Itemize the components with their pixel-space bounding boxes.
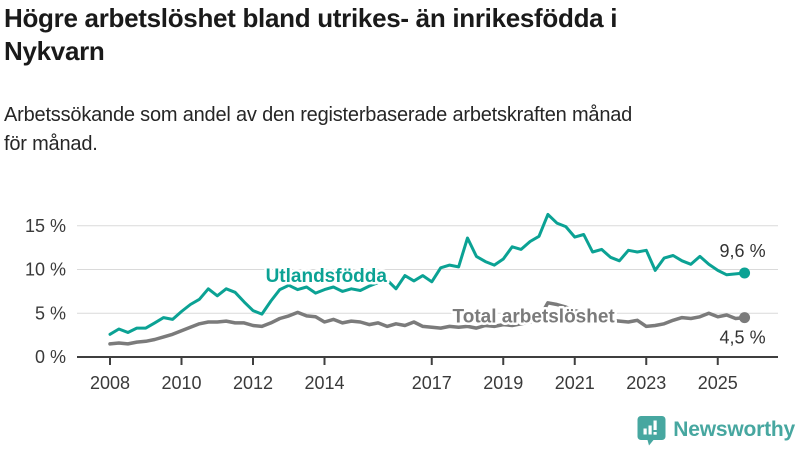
y-axis-tick-label: 0 %	[35, 347, 66, 367]
chart-subtitle-line-2: för månad.	[4, 133, 98, 155]
series-label-total: Total arbetslöshet	[453, 306, 616, 327]
x-axis-tick-label: 2012	[233, 373, 273, 393]
newsworthy-bubble-chart-icon	[637, 415, 666, 445]
series-end-value-total: 4,5 %	[720, 328, 766, 348]
chart-title: Högre arbetslöshet bland utrikes- än inr…	[4, 2, 784, 68]
x-axis-tick-label: 2017	[412, 373, 452, 393]
x-axis-tick-label: 2008	[90, 373, 130, 393]
chart-subtitle: Arbetssökande som andel av den registerb…	[4, 101, 794, 159]
y-axis-tick-label: 5 %	[35, 303, 66, 323]
chart-subtitle-line-1: Arbetssökande som andel av den registerb…	[4, 104, 633, 126]
newsworthy-logo[interactable]: Newsworthy	[637, 413, 795, 447]
x-axis-tick-label: 2021	[555, 373, 595, 393]
chart-title-line-1: Högre arbetslöshet bland utrikes- än inr…	[4, 3, 618, 33]
series-end-dot-total	[739, 312, 751, 324]
series-label-utlandsfodda: Utlandsfödda	[266, 266, 388, 287]
newsworthy-wordmark: Newsworthy	[673, 418, 795, 441]
y-axis-tick-label: 15 %	[25, 216, 66, 236]
x-axis-tick-label: 2014	[304, 373, 344, 393]
x-axis-tick-label: 2025	[698, 373, 738, 393]
x-axis-tick-label: 2019	[483, 373, 523, 393]
y-axis-tick-label: 10 %	[25, 260, 66, 280]
series-end-dot-utlandsfodda	[739, 267, 751, 279]
x-axis-tick-label: 2010	[161, 373, 201, 393]
unemployment-line-chart: 0 % 5 % 10 % 15 % 2008 2010 2012 2014 2017 2019 20…	[25, 212, 778, 393]
series-line-utlandsfodda	[108, 212, 747, 336]
x-axis-tick-label: 2023	[626, 373, 666, 393]
series-end-value-utlandsfodda: 9,6 %	[720, 241, 766, 261]
series-line-total	[108, 301, 747, 346]
chart-title-line-2: Nykvarn	[4, 36, 105, 66]
